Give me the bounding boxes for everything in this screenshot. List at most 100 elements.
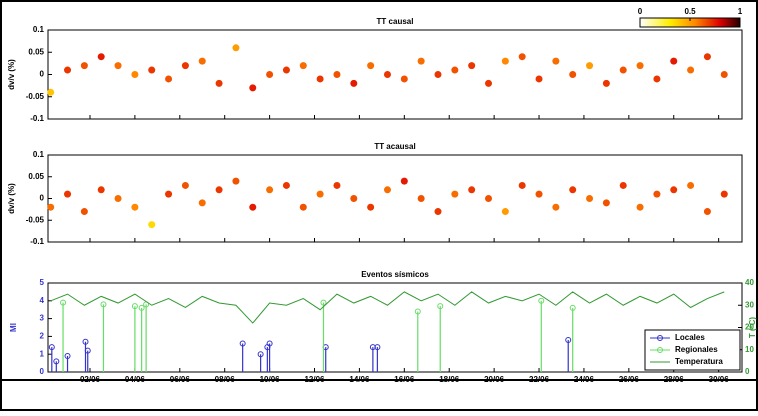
point: [165, 190, 173, 198]
y-tick-label: 4: [40, 296, 45, 305]
y-axis-label: dv/v (%): [7, 183, 16, 214]
point: [249, 84, 257, 92]
y-tick-label: 3: [40, 314, 45, 323]
point: [266, 71, 274, 78]
stem-head: [82, 338, 89, 345]
point: [602, 199, 610, 207]
point: [198, 199, 206, 207]
point: [64, 190, 72, 198]
point: [47, 203, 55, 211]
panel-title: Eventos sísmicos: [361, 270, 429, 279]
point: [97, 53, 105, 61]
y-tick-label: 1: [40, 349, 45, 358]
point: [299, 203, 307, 211]
x-tick-label: 02/06: [80, 375, 101, 384]
point: [333, 181, 341, 189]
point: [114, 62, 122, 70]
point: [501, 208, 509, 216]
point: [720, 71, 728, 78]
plot-area: [47, 29, 743, 120]
x-tick-label: 18/06: [439, 375, 460, 384]
point: [181, 62, 189, 70]
point: [670, 186, 678, 194]
point: [97, 186, 105, 194]
point: [165, 75, 173, 83]
point: [586, 195, 594, 202]
y2-tick-label: 30: [745, 300, 754, 309]
point: [148, 66, 156, 74]
point: [569, 186, 577, 194]
point: [215, 186, 223, 194]
point: [636, 62, 644, 70]
panel-title: TT causal: [377, 17, 414, 26]
x-tick-label: 26/06: [619, 375, 640, 384]
point: [687, 66, 695, 74]
x-tick-label: 22/06: [529, 375, 550, 384]
point: [198, 57, 206, 65]
point: [619, 66, 627, 74]
point: [434, 71, 442, 78]
point: [552, 57, 560, 65]
bottom-box: [0, 379, 758, 411]
point: [316, 75, 324, 83]
point: [131, 71, 139, 78]
point: [80, 62, 88, 70]
point: [400, 75, 408, 83]
x-tick-label: 16/06: [394, 375, 415, 384]
point: [518, 53, 526, 61]
y-tick-label: -0.1: [30, 237, 44, 246]
point: [586, 62, 594, 70]
point: [383, 186, 391, 194]
stem-head: [138, 304, 145, 311]
point: [114, 195, 122, 202]
point: [417, 57, 425, 65]
y-tick-label: 0.05: [28, 172, 44, 181]
point: [670, 57, 678, 65]
point: [636, 203, 644, 211]
point: [552, 203, 560, 211]
point: [602, 79, 610, 87]
point: [720, 190, 728, 198]
stem-head: [84, 347, 91, 354]
y2-tick-label: 10: [745, 345, 754, 354]
colorbar-tick-label: 0.5: [684, 7, 696, 16]
point: [434, 208, 442, 216]
point: [350, 79, 358, 87]
x-tick-label: 30/06: [709, 375, 730, 384]
point: [485, 195, 493, 202]
stem-head: [257, 351, 264, 358]
point: [215, 79, 223, 87]
point: [148, 221, 156, 229]
y2-axis-label: T (ºC): [748, 317, 757, 338]
x-tick-label: 14/06: [349, 375, 370, 384]
stem-head: [131, 303, 138, 310]
point: [703, 208, 711, 216]
point: [451, 66, 459, 74]
y-tick-label: 0: [40, 367, 45, 376]
point: [653, 75, 661, 83]
point: [383, 71, 391, 78]
stem-head: [369, 344, 376, 351]
y-axis-label: dv/v (%): [7, 59, 16, 90]
legend-marker: [657, 347, 663, 353]
point: [80, 208, 88, 216]
point: [468, 62, 476, 70]
stem-head: [60, 299, 67, 306]
point: [535, 190, 543, 198]
y2-tick-label: 0: [745, 367, 750, 376]
y-tick-label: -0.05: [26, 92, 45, 101]
point: [282, 181, 290, 189]
plot-area: [47, 154, 743, 243]
stem-head: [374, 344, 381, 351]
y2-tick-label: 40: [745, 278, 754, 287]
point: [181, 181, 189, 189]
x-tick-label: 08/06: [215, 375, 236, 384]
point: [687, 181, 695, 189]
point: [316, 190, 324, 198]
y2-tick-label: 20: [745, 323, 754, 332]
legend-label: Locales: [675, 333, 705, 342]
point: [232, 177, 240, 185]
stem-head: [437, 303, 444, 310]
